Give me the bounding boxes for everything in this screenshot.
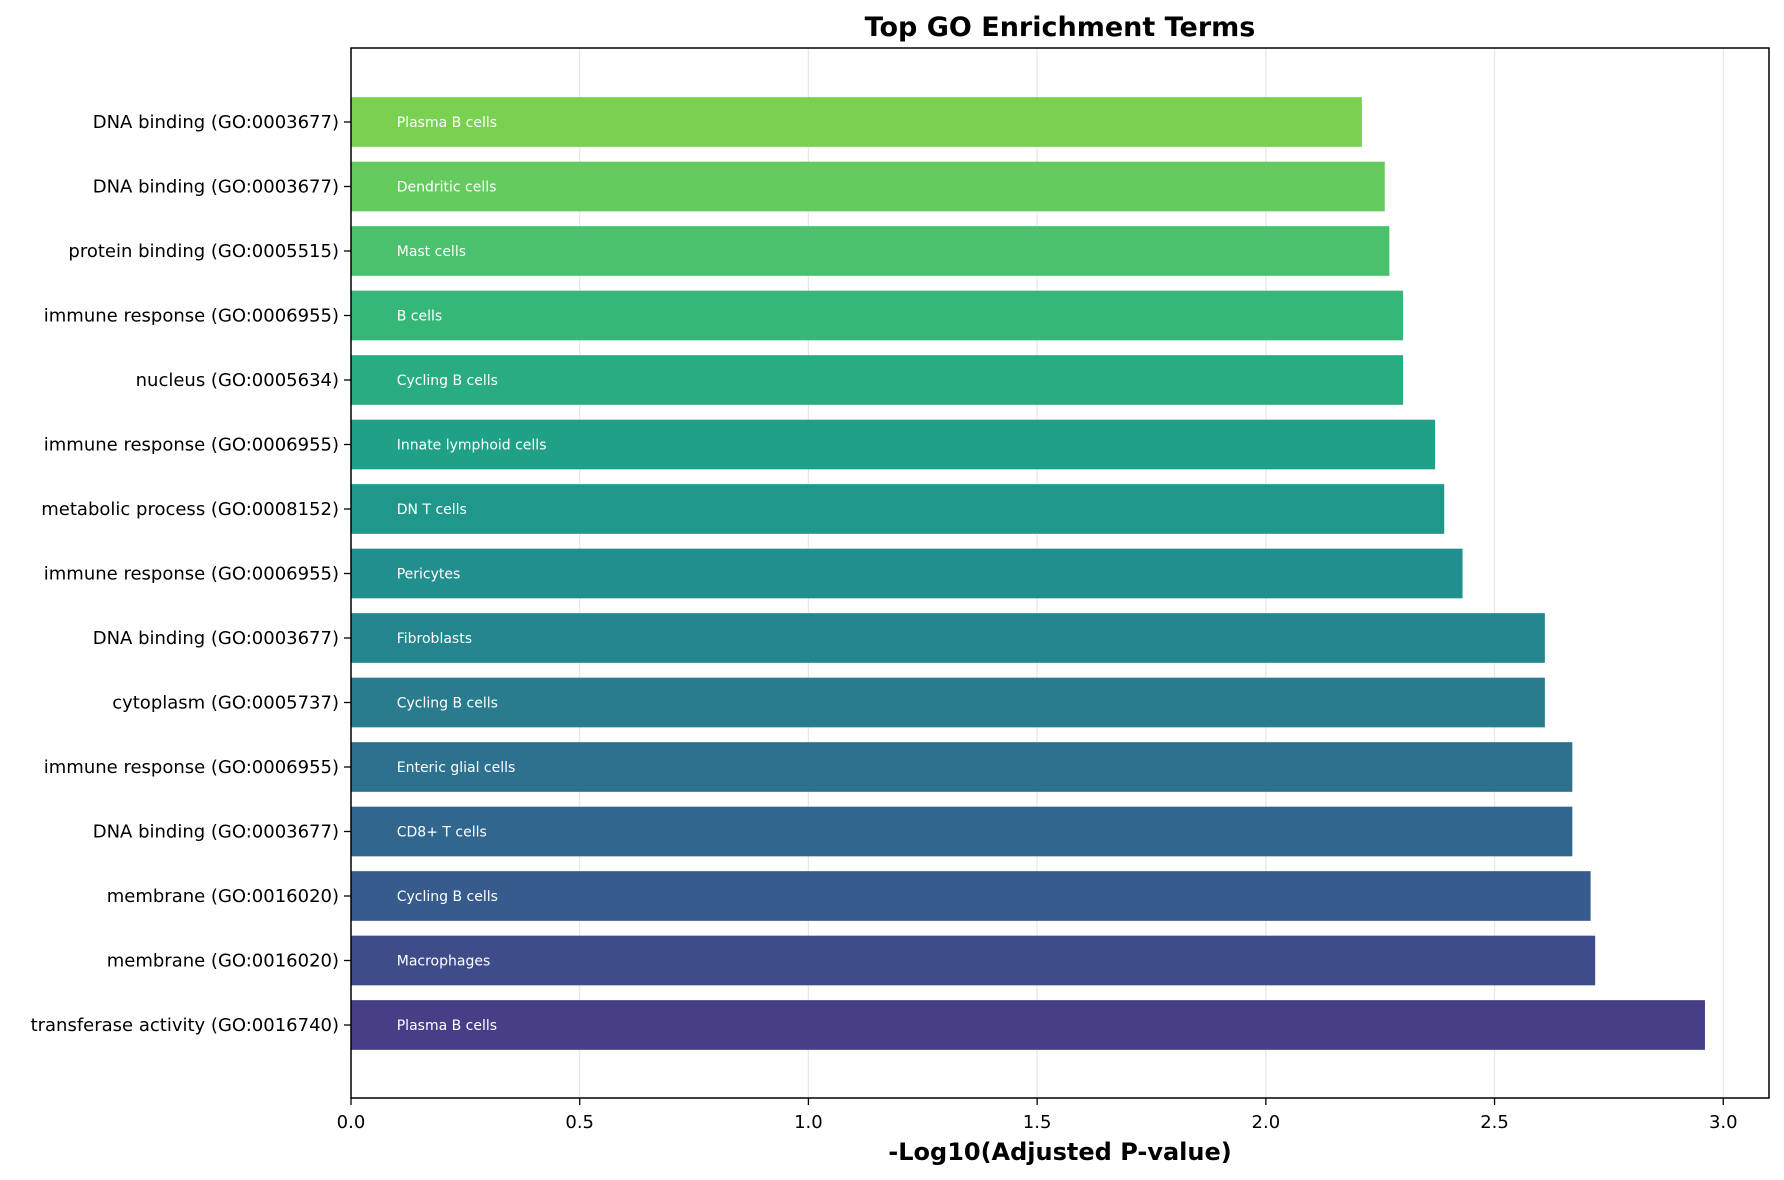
bar <box>351 677 1545 728</box>
y-tick-label: immune response (GO:0006955) <box>44 757 339 778</box>
y-tick-label: nucleus (GO:0005634) <box>136 370 339 391</box>
bar <box>351 97 1362 147</box>
bar-cell-type-label: B cells <box>397 309 442 325</box>
bar-cell-type-label: Pericytes <box>397 567 461 583</box>
y-tick-label: DNA binding (GO:0003677) <box>93 112 339 133</box>
bar <box>351 484 1445 534</box>
x-tick-label: 1.5 <box>1023 1112 1052 1133</box>
bar-cell-type-label: Innate lymphoid cells <box>397 438 547 454</box>
bar-cell-type-label: Cycling B cells <box>397 373 498 389</box>
bar <box>351 355 1404 405</box>
x-tick-label: 0.5 <box>565 1112 594 1133</box>
y-tick-label: metabolic process (GO:0008152) <box>41 499 339 520</box>
y-tick-label: transferase activity (GO:0016740) <box>31 1015 339 1036</box>
y-tick-label: DNA binding (GO:0003677) <box>93 822 339 843</box>
bar <box>351 935 1596 986</box>
bar <box>351 161 1385 212</box>
bar-cell-type-label: Mast cells <box>397 244 466 260</box>
y-tick-label: cytoplasm (GO:0005737) <box>112 693 339 714</box>
y-tick-label: membrane (GO:0016020) <box>107 951 339 972</box>
bar-cell-type-label: Macrophages <box>397 954 491 970</box>
y-tick-label: immune response (GO:0006955) <box>44 564 339 585</box>
bar-cell-type-label: Cycling B cells <box>397 696 498 712</box>
x-tick-label: 2.5 <box>1480 1112 1509 1133</box>
x-tick-label: 1.0 <box>794 1112 823 1133</box>
bar-cell-type-label: Plasma B cells <box>397 1018 497 1034</box>
chart-title: Top GO Enrichment Terms <box>865 12 1256 43</box>
y-tick-label: DNA binding (GO:0003677) <box>93 177 339 198</box>
y-tick-label: protein binding (GO:0005515) <box>68 241 339 262</box>
bar-cell-type-label: Plasma B cells <box>397 115 497 131</box>
y-tick-label: immune response (GO:0006955) <box>44 306 339 327</box>
bar-cell-type-label: CD8+ T cells <box>397 825 487 841</box>
bar <box>351 1000 1705 1050</box>
y-tick-label: membrane (GO:0016020) <box>107 886 339 907</box>
y-axis-ticks: DNA binding (GO:0003677) DNA binding (GO:… <box>31 112 351 1036</box>
x-tick-label: 2.0 <box>1252 1112 1281 1133</box>
bar <box>351 290 1404 341</box>
bar-cell-type-label: Dendritic cells <box>397 180 497 196</box>
y-tick-label: DNA binding (GO:0003677) <box>93 628 339 649</box>
y-tick-label: immune response (GO:0006955) <box>44 435 339 456</box>
x-axis-label: -Log10(Adjusted P-value) <box>888 1138 1231 1166</box>
x-tick-label: 0.0 <box>337 1112 366 1133</box>
bar-cell-type-label: DN T cells <box>397 502 467 518</box>
bar <box>351 806 1573 857</box>
bar <box>351 613 1545 663</box>
bar <box>351 548 1463 599</box>
bar-cell-type-label: Cycling B cells <box>397 889 498 905</box>
x-tick-label: 3.0 <box>1709 1112 1738 1133</box>
bar <box>351 742 1573 792</box>
bar <box>351 419 1436 470</box>
bar-cell-type-label: Fibroblasts <box>397 631 472 647</box>
bar <box>351 871 1591 921</box>
bar <box>351 226 1390 276</box>
x-axis-ticks: 0.0 0.5 1.0 1.5 2.0 2.5 3.0 <box>337 1098 1738 1133</box>
bar-cell-type-label: Enteric glial cells <box>397 760 516 776</box>
bar-layer: Plasma B cells Dendritic cells Mast cells B… <box>351 97 1705 1050</box>
